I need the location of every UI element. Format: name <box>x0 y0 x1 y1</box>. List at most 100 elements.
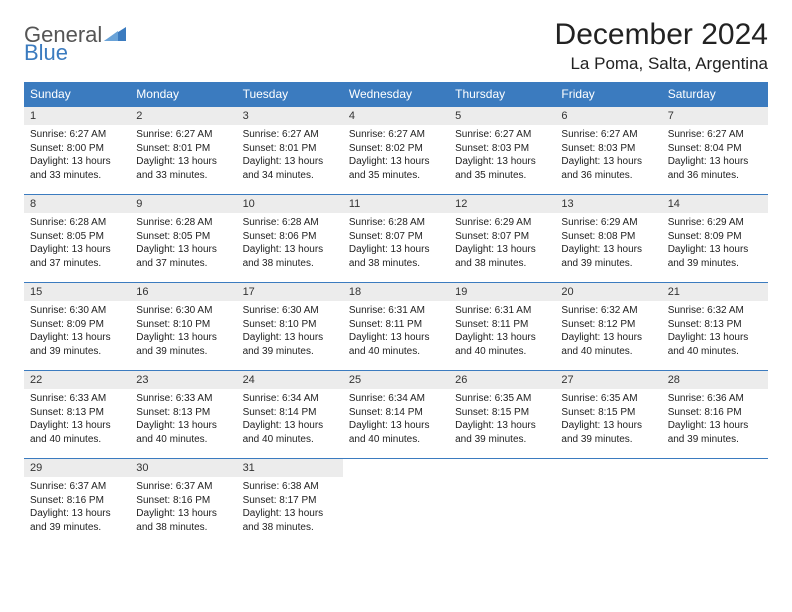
calendar-cell: 6Sunrise: 6:27 AMSunset: 8:03 PMDaylight… <box>555 107 661 195</box>
day-number: 13 <box>555 195 661 213</box>
calendar-cell: 11Sunrise: 6:28 AMSunset: 8:07 PMDayligh… <box>343 195 449 283</box>
day-body: Sunrise: 6:31 AMSunset: 8:11 PMDaylight:… <box>343 301 449 362</box>
day-body: Sunrise: 6:35 AMSunset: 8:15 PMDaylight:… <box>449 389 555 450</box>
day-body: Sunrise: 6:30 AMSunset: 8:10 PMDaylight:… <box>130 301 236 362</box>
header: General Blue December 2024 La Poma, Salt… <box>24 18 768 74</box>
calendar-cell <box>343 459 449 547</box>
day-header: Wednesday <box>343 82 449 107</box>
month-title: December 2024 <box>555 18 768 52</box>
calendar-cell: 30Sunrise: 6:37 AMSunset: 8:16 PMDayligh… <box>130 459 236 547</box>
day-body: Sunrise: 6:29 AMSunset: 8:07 PMDaylight:… <box>449 213 555 274</box>
calendar-cell: 2Sunrise: 6:27 AMSunset: 8:01 PMDaylight… <box>130 107 236 195</box>
day-body: Sunrise: 6:32 AMSunset: 8:13 PMDaylight:… <box>662 301 768 362</box>
calendar-cell: 31Sunrise: 6:38 AMSunset: 8:17 PMDayligh… <box>237 459 343 547</box>
day-body: Sunrise: 6:34 AMSunset: 8:14 PMDaylight:… <box>237 389 343 450</box>
day-number: 30 <box>130 459 236 477</box>
calendar-cell: 19Sunrise: 6:31 AMSunset: 8:11 PMDayligh… <box>449 283 555 371</box>
calendar-cell: 27Sunrise: 6:35 AMSunset: 8:15 PMDayligh… <box>555 371 661 459</box>
day-header-row: Sunday Monday Tuesday Wednesday Thursday… <box>24 82 768 107</box>
day-body: Sunrise: 6:28 AMSunset: 8:05 PMDaylight:… <box>24 213 130 274</box>
day-number: 23 <box>130 371 236 389</box>
day-body: Sunrise: 6:27 AMSunset: 8:03 PMDaylight:… <box>555 125 661 186</box>
logo-triangle-icon <box>104 25 126 46</box>
calendar-cell: 24Sunrise: 6:34 AMSunset: 8:14 PMDayligh… <box>237 371 343 459</box>
day-number: 24 <box>237 371 343 389</box>
day-header: Thursday <box>449 82 555 107</box>
calendar-table: Sunday Monday Tuesday Wednesday Thursday… <box>24 82 768 547</box>
day-number: 7 <box>662 107 768 125</box>
calendar-cell: 7Sunrise: 6:27 AMSunset: 8:04 PMDaylight… <box>662 107 768 195</box>
day-number: 4 <box>343 107 449 125</box>
calendar-cell: 18Sunrise: 6:31 AMSunset: 8:11 PMDayligh… <box>343 283 449 371</box>
day-number: 21 <box>662 283 768 301</box>
day-number: 1 <box>24 107 130 125</box>
day-number: 15 <box>24 283 130 301</box>
calendar-cell <box>662 459 768 547</box>
day-body: Sunrise: 6:27 AMSunset: 8:01 PMDaylight:… <box>237 125 343 186</box>
calendar-cell: 10Sunrise: 6:28 AMSunset: 8:06 PMDayligh… <box>237 195 343 283</box>
day-body: Sunrise: 6:33 AMSunset: 8:13 PMDaylight:… <box>24 389 130 450</box>
day-body: Sunrise: 6:28 AMSunset: 8:07 PMDaylight:… <box>343 213 449 274</box>
day-body: Sunrise: 6:32 AMSunset: 8:12 PMDaylight:… <box>555 301 661 362</box>
calendar-cell: 1Sunrise: 6:27 AMSunset: 8:00 PMDaylight… <box>24 107 130 195</box>
day-number: 9 <box>130 195 236 213</box>
calendar-body: 1Sunrise: 6:27 AMSunset: 8:00 PMDaylight… <box>24 107 768 547</box>
day-header: Monday <box>130 82 236 107</box>
day-body: Sunrise: 6:30 AMSunset: 8:10 PMDaylight:… <box>237 301 343 362</box>
day-number: 6 <box>555 107 661 125</box>
day-number: 19 <box>449 283 555 301</box>
day-number: 27 <box>555 371 661 389</box>
logo-text-block: General Blue <box>24 24 126 64</box>
title-block: December 2024 La Poma, Salta, Argentina <box>555 18 768 74</box>
calendar-cell: 3Sunrise: 6:27 AMSunset: 8:01 PMDaylight… <box>237 107 343 195</box>
calendar-cell <box>555 459 661 547</box>
day-body: Sunrise: 6:27 AMSunset: 8:02 PMDaylight:… <box>343 125 449 186</box>
day-number: 2 <box>130 107 236 125</box>
day-body: Sunrise: 6:29 AMSunset: 8:08 PMDaylight:… <box>555 213 661 274</box>
day-number: 3 <box>237 107 343 125</box>
day-number: 17 <box>237 283 343 301</box>
day-number: 14 <box>662 195 768 213</box>
day-number: 12 <box>449 195 555 213</box>
day-number: 18 <box>343 283 449 301</box>
day-body: Sunrise: 6:28 AMSunset: 8:06 PMDaylight:… <box>237 213 343 274</box>
day-body: Sunrise: 6:27 AMSunset: 8:03 PMDaylight:… <box>449 125 555 186</box>
calendar-cell: 13Sunrise: 6:29 AMSunset: 8:08 PMDayligh… <box>555 195 661 283</box>
day-body: Sunrise: 6:34 AMSunset: 8:14 PMDaylight:… <box>343 389 449 450</box>
day-number: 16 <box>130 283 236 301</box>
day-body: Sunrise: 6:31 AMSunset: 8:11 PMDaylight:… <box>449 301 555 362</box>
calendar-cell: 16Sunrise: 6:30 AMSunset: 8:10 PMDayligh… <box>130 283 236 371</box>
calendar-cell: 20Sunrise: 6:32 AMSunset: 8:12 PMDayligh… <box>555 283 661 371</box>
calendar-cell: 17Sunrise: 6:30 AMSunset: 8:10 PMDayligh… <box>237 283 343 371</box>
calendar-cell: 8Sunrise: 6:28 AMSunset: 8:05 PMDaylight… <box>24 195 130 283</box>
calendar-cell: 4Sunrise: 6:27 AMSunset: 8:02 PMDaylight… <box>343 107 449 195</box>
calendar-cell: 22Sunrise: 6:33 AMSunset: 8:13 PMDayligh… <box>24 371 130 459</box>
day-number: 5 <box>449 107 555 125</box>
calendar-row: 1Sunrise: 6:27 AMSunset: 8:00 PMDaylight… <box>24 107 768 195</box>
day-number: 28 <box>662 371 768 389</box>
day-header: Sunday <box>24 82 130 107</box>
day-body: Sunrise: 6:29 AMSunset: 8:09 PMDaylight:… <box>662 213 768 274</box>
calendar-cell: 23Sunrise: 6:33 AMSunset: 8:13 PMDayligh… <box>130 371 236 459</box>
day-body: Sunrise: 6:36 AMSunset: 8:16 PMDaylight:… <box>662 389 768 450</box>
day-number: 22 <box>24 371 130 389</box>
day-body: Sunrise: 6:33 AMSunset: 8:13 PMDaylight:… <box>130 389 236 450</box>
page: General Blue December 2024 La Poma, Salt… <box>0 0 792 565</box>
calendar-cell <box>449 459 555 547</box>
day-body: Sunrise: 6:28 AMSunset: 8:05 PMDaylight:… <box>130 213 236 274</box>
calendar-cell: 14Sunrise: 6:29 AMSunset: 8:09 PMDayligh… <box>662 195 768 283</box>
day-body: Sunrise: 6:38 AMSunset: 8:17 PMDaylight:… <box>237 477 343 538</box>
calendar-cell: 12Sunrise: 6:29 AMSunset: 8:07 PMDayligh… <box>449 195 555 283</box>
calendar-row: 29Sunrise: 6:37 AMSunset: 8:16 PMDayligh… <box>24 459 768 547</box>
day-body: Sunrise: 6:30 AMSunset: 8:09 PMDaylight:… <box>24 301 130 362</box>
day-body: Sunrise: 6:35 AMSunset: 8:15 PMDaylight:… <box>555 389 661 450</box>
day-number: 26 <box>449 371 555 389</box>
day-body: Sunrise: 6:37 AMSunset: 8:16 PMDaylight:… <box>130 477 236 538</box>
day-number: 31 <box>237 459 343 477</box>
location: La Poma, Salta, Argentina <box>555 54 768 74</box>
calendar-cell: 21Sunrise: 6:32 AMSunset: 8:13 PMDayligh… <box>662 283 768 371</box>
day-number: 20 <box>555 283 661 301</box>
logo: General Blue <box>24 18 126 64</box>
calendar-row: 8Sunrise: 6:28 AMSunset: 8:05 PMDaylight… <box>24 195 768 283</box>
calendar-row: 22Sunrise: 6:33 AMSunset: 8:13 PMDayligh… <box>24 371 768 459</box>
